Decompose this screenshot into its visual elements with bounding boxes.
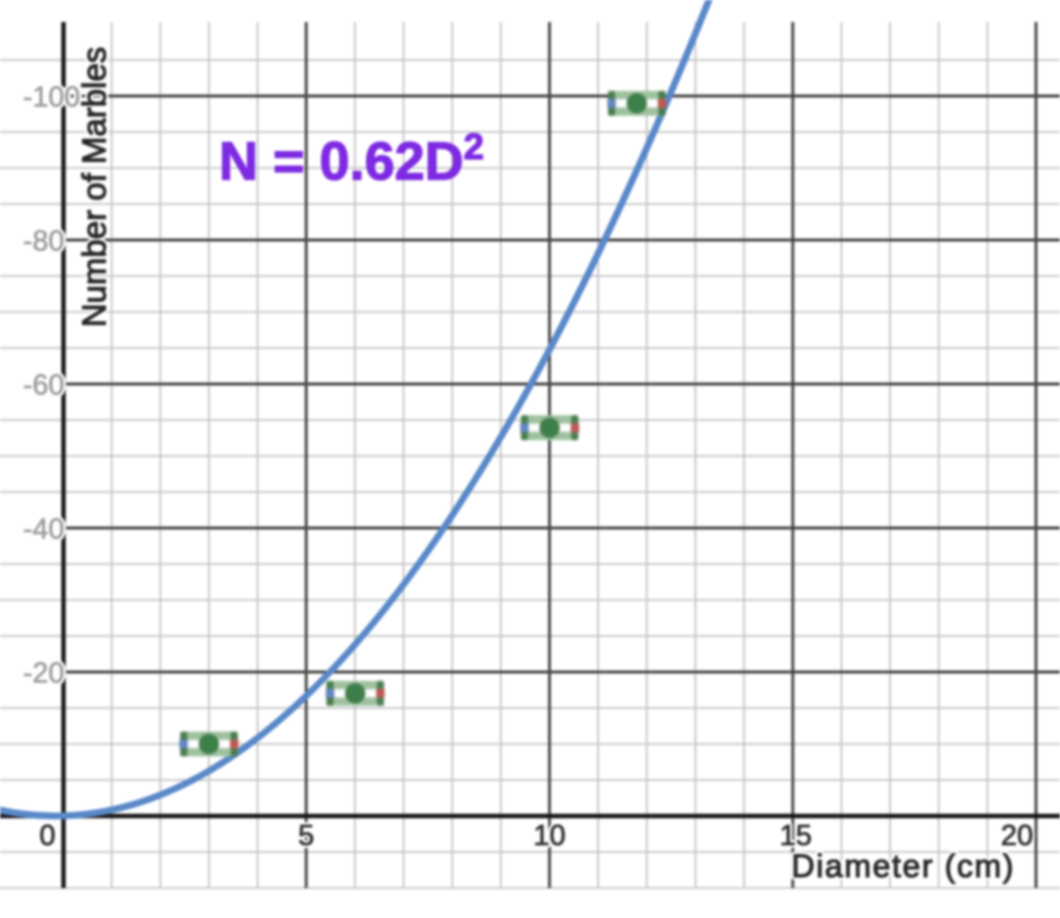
svg-text:-60: -60 xyxy=(23,369,64,401)
svg-text:0: 0 xyxy=(39,820,55,852)
svg-text:-80: -80 xyxy=(23,225,64,257)
svg-text:-80: -80 xyxy=(23,225,64,257)
svg-text:Diameter (cm): Diameter (cm) xyxy=(792,848,1015,884)
svg-text:20: 20 xyxy=(1001,820,1033,852)
svg-text:Number of Marbles: Number of Marbles xyxy=(76,47,113,328)
svg-text:5: 5 xyxy=(298,820,314,852)
svg-text:15: 15 xyxy=(780,820,812,852)
svg-text:N = 0.62D2: N = 0.62D2 xyxy=(219,126,484,192)
svg-text:10: 10 xyxy=(533,820,565,852)
svg-text:10: 10 xyxy=(533,820,565,852)
svg-text:Diameter (cm): Diameter (cm) xyxy=(792,848,1015,884)
svg-text:-100: -100 xyxy=(23,81,80,113)
svg-text:-20: -20 xyxy=(23,657,64,689)
svg-text:-60: -60 xyxy=(23,369,64,401)
svg-text:-40: -40 xyxy=(23,513,64,545)
svg-text:-100: -100 xyxy=(23,81,80,113)
svg-text:-40: -40 xyxy=(23,513,64,545)
svg-text:Number of Marbles: Number of Marbles xyxy=(76,47,113,328)
svg-text:5: 5 xyxy=(298,820,314,852)
svg-text:0: 0 xyxy=(39,820,55,852)
svg-text:20: 20 xyxy=(1001,820,1033,852)
svg-text:-20: -20 xyxy=(23,657,64,689)
svg-text:15: 15 xyxy=(780,820,812,852)
